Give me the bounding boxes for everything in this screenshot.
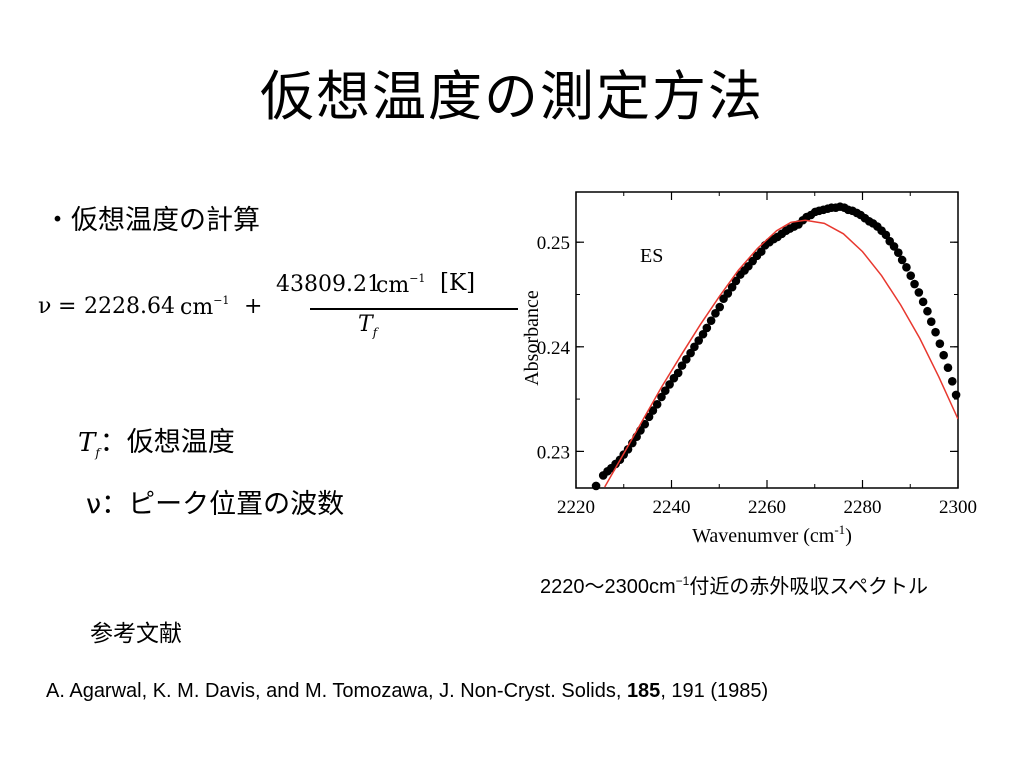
data-point <box>723 289 733 298</box>
formula-plus: + <box>244 294 263 319</box>
data-point <box>677 361 687 370</box>
y-tick-label: 0.25 <box>537 233 570 254</box>
data-point <box>702 323 712 333</box>
data-point <box>640 419 650 429</box>
data-point <box>711 309 720 318</box>
data-point <box>881 230 891 240</box>
bullet-calculation: ・仮想温度の計算 <box>44 205 260 236</box>
formula-kelvin-unit: [K] <box>440 270 476 296</box>
data-point <box>923 306 932 316</box>
data-point <box>943 363 953 373</box>
formula-numerator-value: 43809.21 <box>276 272 381 297</box>
data-point <box>591 481 601 491</box>
data-point <box>910 279 919 289</box>
reference-citation: A. Agarwal, K. M. Davis, and M. Tomozawa… <box>46 680 769 702</box>
data-point <box>902 263 911 272</box>
x-axis-label: Wavenumver (cm-1) <box>692 522 852 547</box>
data-point <box>889 242 899 251</box>
data-point <box>914 288 924 297</box>
definition-fictive-temperature: Tf：仮想温度 <box>78 420 235 460</box>
data-point <box>698 329 708 339</box>
data-point <box>660 386 670 396</box>
data-point <box>665 380 674 389</box>
tf-symbol: Tf <box>78 428 100 461</box>
data-point <box>731 276 741 286</box>
x-tick-label: 2300 <box>939 497 977 518</box>
fit-curve <box>604 219 958 488</box>
data-point <box>931 327 940 337</box>
y-tick-label: 0.24 <box>537 338 571 359</box>
data-point <box>623 445 633 454</box>
y-axis-label: Absorbance <box>521 290 543 386</box>
data-point <box>897 255 907 265</box>
data-point <box>906 271 916 280</box>
formula-equals: = <box>58 294 77 319</box>
data-point <box>926 317 936 326</box>
slide-title: 仮想温度の測定方法 <box>260 65 764 128</box>
data-point <box>951 390 961 400</box>
data-point <box>682 355 691 364</box>
data-point <box>706 316 716 325</box>
x-tick-label: 2280 <box>844 497 882 518</box>
reference-heading: 参考文献 <box>90 621 182 647</box>
data-point <box>727 282 737 292</box>
definition-peak-wavenumber: ν：ピーク位置の波数 <box>86 489 345 520</box>
data-point <box>657 392 666 402</box>
formula-denominator: Tf <box>358 312 378 340</box>
data-point <box>648 406 658 415</box>
chart-annotation-es: ES <box>640 245 663 267</box>
data-point <box>935 339 945 348</box>
data-point <box>644 412 654 422</box>
x-tick-label: 2240 <box>653 497 691 518</box>
data-point <box>918 297 928 307</box>
x-tick-label: 2220 <box>557 497 595 518</box>
x-tick-label: 2260 <box>748 497 786 518</box>
y-tick-label: 0.23 <box>537 442 570 463</box>
formula-numerator-unit: cm−1 <box>376 272 426 298</box>
data-point <box>673 368 683 378</box>
data-point <box>756 247 766 256</box>
formula-lhs: ν <box>38 294 52 319</box>
data-point <box>947 377 957 386</box>
data-point <box>690 342 699 352</box>
data-point <box>715 302 725 312</box>
formula-constant-value: 2228.64 <box>84 294 175 319</box>
data-point <box>652 400 662 409</box>
formula-constant-unit: cm−1 <box>180 294 230 320</box>
data-point <box>894 248 903 257</box>
data-point <box>686 348 695 358</box>
fictive-temperature-formula: ν = 2228.64 cm−1 + 43809.21 cm−1 [K] Tf <box>38 268 518 348</box>
data-point <box>939 350 948 360</box>
tf-definition-text: ：仮想温度 <box>99 427 235 458</box>
absorbance-spectrum-chart: 2220 2240 2260 2280 2300 0.23 0.24 0.25 ES Abso… <box>521 191 977 547</box>
chart-caption: 2220～2300cm−1付近の赤外吸収スペクトル <box>540 574 928 598</box>
fraction-bar <box>310 308 518 310</box>
data-point <box>694 336 704 345</box>
